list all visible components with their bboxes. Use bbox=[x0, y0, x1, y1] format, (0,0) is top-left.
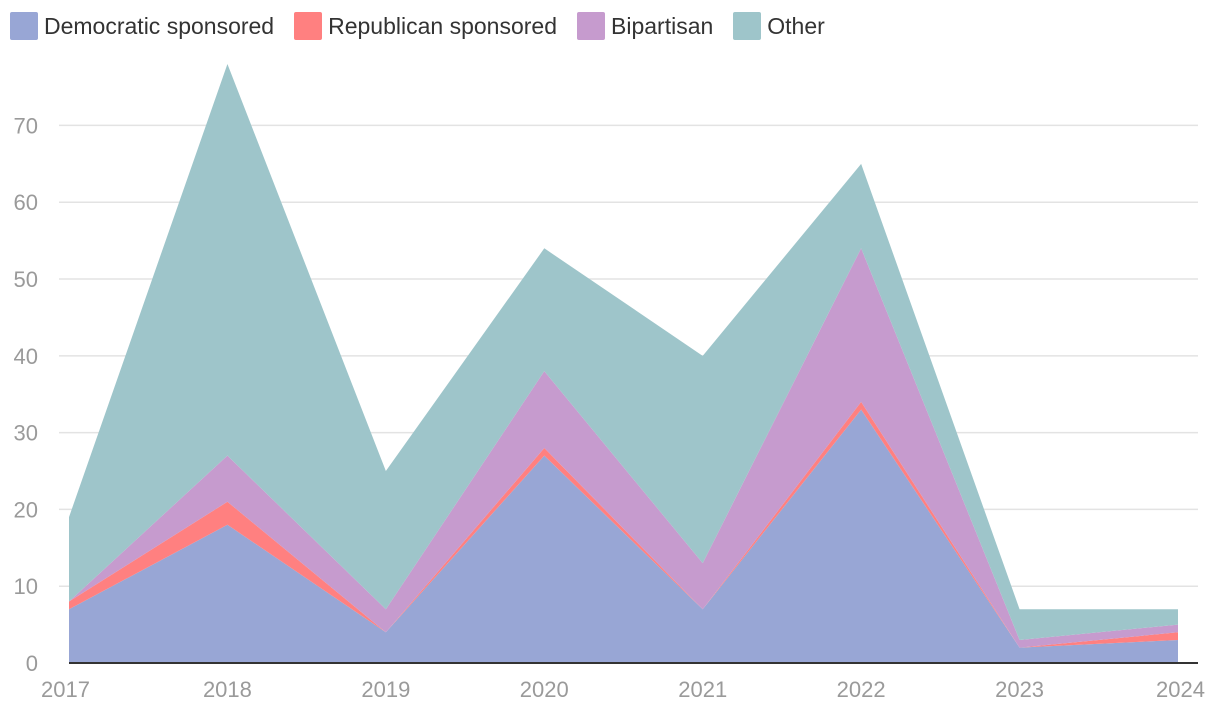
y-tick-label: 70 bbox=[14, 113, 38, 138]
x-tick-label: 2023 bbox=[995, 677, 1044, 702]
legend-label-republican: Republican sponsored bbox=[328, 12, 557, 39]
y-tick-label: 10 bbox=[14, 574, 38, 599]
legend: Democratic sponsored Republican sponsore… bbox=[10, 10, 845, 42]
area-democratic-sponsored[interactable] bbox=[69, 409, 1178, 663]
legend-label-bipartisan: Bipartisan bbox=[611, 12, 714, 39]
y-tick-label: 30 bbox=[14, 421, 38, 446]
y-tick-label: 40 bbox=[14, 344, 38, 369]
x-tick-label: 2020 bbox=[520, 677, 569, 702]
legend-swatch-republican bbox=[294, 12, 323, 40]
area-series bbox=[69, 64, 1178, 663]
x-tick-label: 2018 bbox=[203, 677, 252, 702]
area-bipartisan[interactable] bbox=[69, 248, 1178, 648]
x-tick-label: 2017 bbox=[41, 677, 90, 702]
area-other[interactable] bbox=[69, 64, 1178, 640]
x-tick-labels: 2017 2018 2019 2020 2021 2022 2023 2024 bbox=[41, 677, 1205, 702]
legend-label-democratic: Democratic sponsored bbox=[44, 12, 275, 39]
legend-swatch-other bbox=[733, 12, 762, 40]
legend-swatch-democratic bbox=[10, 12, 38, 40]
y-tick-label: 20 bbox=[14, 497, 38, 522]
legend-label-other: Other bbox=[767, 12, 825, 39]
y-tick-label: 60 bbox=[14, 190, 38, 215]
x-tick-label: 2022 bbox=[837, 677, 886, 702]
legend-item-other[interactable]: Other bbox=[733, 12, 825, 40]
legend-swatch-bipartisan bbox=[577, 12, 605, 40]
y-tick-label: 50 bbox=[14, 267, 38, 292]
legend-item-bipartisan[interactable]: Bipartisan bbox=[577, 12, 713, 40]
x-tick-label: 2024 bbox=[1156, 677, 1205, 702]
legend-item-democratic[interactable]: Democratic sponsored bbox=[10, 12, 274, 40]
legend-item-republican[interactable]: Republican sponsored bbox=[294, 12, 557, 40]
x-tick-label: 2021 bbox=[678, 677, 727, 702]
y-tick-label: 0 bbox=[26, 651, 38, 676]
y-tick-labels: 0 10 20 30 40 50 60 70 bbox=[14, 113, 38, 676]
x-tick-label: 2019 bbox=[361, 677, 410, 702]
